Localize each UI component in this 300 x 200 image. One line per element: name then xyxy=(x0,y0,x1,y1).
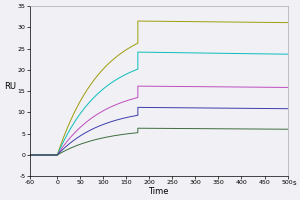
Y-axis label: RU: RU xyxy=(4,82,16,91)
X-axis label: Time: Time xyxy=(148,187,169,196)
Text: s: s xyxy=(293,180,296,186)
